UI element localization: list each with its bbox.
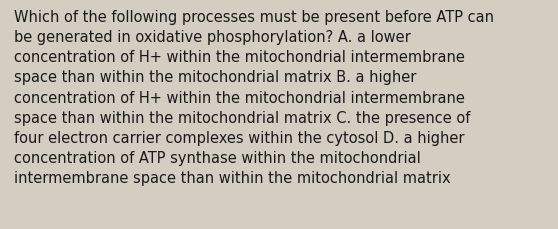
- Text: Which of the following processes must be present before ATP can
be generated in : Which of the following processes must be…: [14, 10, 494, 185]
